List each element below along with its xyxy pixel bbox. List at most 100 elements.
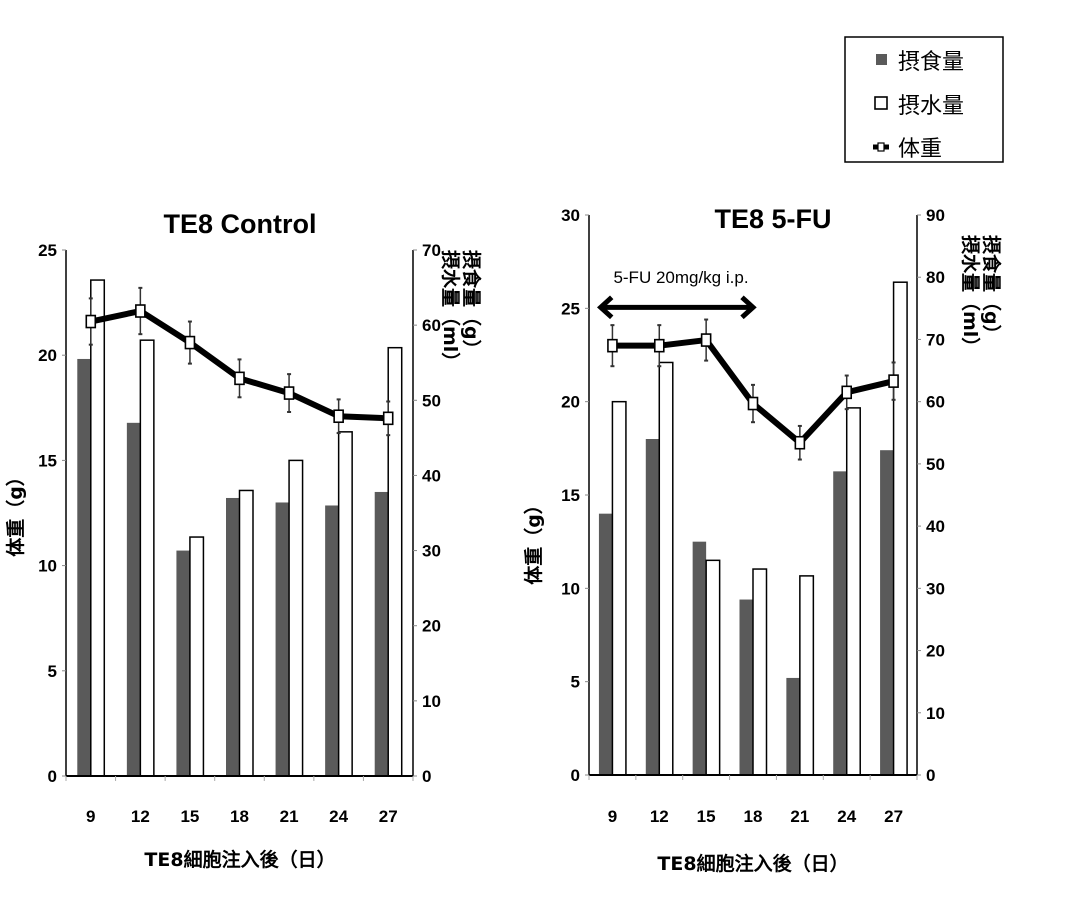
right-tick-label: 20 xyxy=(422,617,441,636)
right-axis-title: 摂食量（g） 摂水量（ml） xyxy=(959,235,1003,356)
left-tick-label: 15 xyxy=(561,486,580,505)
weight-marker-day-12 xyxy=(135,304,146,318)
chart-title: TE8 Control xyxy=(164,209,317,239)
right-tick-label: 0 xyxy=(926,766,935,785)
svg-text:摂食量（g）: 摂食量（g） xyxy=(980,235,1003,344)
bar-food-day-9 xyxy=(77,358,91,776)
x-tick-label-24: 24 xyxy=(837,807,856,826)
right-tick-label: 90 xyxy=(926,206,945,225)
right-tick-label: 50 xyxy=(422,391,441,410)
legend-water-swatch xyxy=(874,96,888,110)
right-tick-label: 40 xyxy=(926,517,945,536)
weight-marker-day-21 xyxy=(283,386,295,400)
chart-control: TE8 Control 体重（g） 摂食量（g） 摂水量（ml） TE8細胞注入… xyxy=(4,209,483,871)
svg-text:摂食量（g）: 摂食量（g） xyxy=(460,250,483,359)
svg-text:摂水量（ml）: 摂水量（ml） xyxy=(439,250,462,371)
legend-food-label: 摂食量 xyxy=(898,50,964,75)
legend-box xyxy=(844,36,1004,163)
right-tick-label: 80 xyxy=(926,268,945,287)
weight-marker-day-12 xyxy=(653,338,665,353)
x-axis-title: TE8細胞注入後（日） xyxy=(144,848,335,871)
right-tick-label: 50 xyxy=(926,455,945,474)
right-tick-label: 60 xyxy=(926,393,945,412)
bar-food-day-12 xyxy=(645,439,660,775)
bar-water-day-15 xyxy=(189,536,205,777)
chart-5fu: TE8 5-FU 体重（g） 摂食量（g） 摂水量（ml） TE8細胞注入後（日… xyxy=(522,204,1003,875)
x-tick-label-27: 27 xyxy=(884,807,903,826)
right-tick-label: 70 xyxy=(422,241,441,260)
weight-marker-day-9 xyxy=(85,314,97,329)
right-tick-label: 40 xyxy=(422,466,441,485)
right-tick-label: 0 xyxy=(422,767,431,786)
bar-water-day-27 xyxy=(892,281,908,776)
bar-food-day-27 xyxy=(880,450,894,775)
right-tick-label: 30 xyxy=(926,579,945,598)
legend-weight-swatch xyxy=(873,142,889,152)
legend-water-label: 摂水量 xyxy=(898,94,964,119)
left-tick-label: 5 xyxy=(48,662,57,681)
right-tick-label: 60 xyxy=(422,316,441,335)
x-tick-label-9: 9 xyxy=(608,807,617,826)
svg-text:体重（g）: 体重（g） xyxy=(522,495,545,585)
bar-food-day-15 xyxy=(176,550,190,776)
left-tick-label: 10 xyxy=(38,557,57,576)
bar-food-day-15 xyxy=(692,541,707,775)
bar-food-day-18 xyxy=(739,599,753,775)
left-tick-label: 0 xyxy=(571,766,580,785)
x-tick-label-15: 15 xyxy=(697,807,716,826)
right-tick-label: 10 xyxy=(422,692,441,711)
bar-food-day-21 xyxy=(275,502,290,776)
left-tick-label: 20 xyxy=(561,393,580,412)
treatment-annotation: 5-FU 20mg/kg i.p. xyxy=(613,268,748,287)
bar-food-day-27 xyxy=(374,491,389,776)
bar-water-day-24 xyxy=(845,407,861,776)
bar-water-day-12 xyxy=(658,361,674,776)
x-tick-label-15: 15 xyxy=(180,807,199,826)
weight-marker-day-18 xyxy=(234,371,245,386)
left-axis-title: 体重（g） xyxy=(522,495,545,585)
bar-water-day-9 xyxy=(611,400,627,776)
bar-water-day-12 xyxy=(139,339,155,777)
bar-water-day-21 xyxy=(799,575,815,776)
left-tick-label: 5 xyxy=(571,673,580,692)
left-tick-label: 20 xyxy=(38,346,57,365)
x-tick-label-27: 27 xyxy=(379,807,398,826)
chart-title: TE8 5-FU xyxy=(714,204,831,234)
x-tick-label-18: 18 xyxy=(744,807,763,826)
left-tick-label: 10 xyxy=(561,579,580,598)
legend-food-swatch xyxy=(876,54,887,65)
bar-food-day-24 xyxy=(833,471,847,775)
weight-marker-day-27 xyxy=(888,374,899,388)
treatment-arrow-head-right xyxy=(740,295,757,320)
weight-marker-day-15 xyxy=(184,335,196,350)
bar-food-day-9 xyxy=(598,513,613,775)
bar-water-day-18 xyxy=(238,489,254,777)
right-tick-label: 30 xyxy=(422,542,441,561)
x-tick-label-9: 9 xyxy=(86,807,95,826)
left-tick-label: 25 xyxy=(561,299,580,318)
weight-marker-day-21 xyxy=(794,435,806,450)
weight-marker-day-18 xyxy=(747,396,759,411)
bar-food-day-12 xyxy=(126,422,141,776)
left-tick-label: 15 xyxy=(38,451,57,470)
x-tick-label-21: 21 xyxy=(280,807,299,826)
right-tick-label: 20 xyxy=(926,642,945,661)
x-tick-label-24: 24 xyxy=(329,807,348,826)
bar-water-day-21 xyxy=(288,459,304,777)
treatment-arrow-head-left xyxy=(596,295,614,320)
legend: 摂食量 摂水量 体重 xyxy=(844,36,1004,163)
bar-water-day-24 xyxy=(337,431,353,777)
left-tick-label: 25 xyxy=(38,241,57,260)
weight-marker-day-24 xyxy=(333,409,344,424)
weight-marker-day-15 xyxy=(700,333,712,347)
weight-marker-day-9 xyxy=(607,338,618,353)
left-axis-title: 体重（g） xyxy=(4,467,27,557)
right-axis-title: 摂食量（g） 摂水量（ml） xyxy=(439,250,483,371)
bar-food-day-18 xyxy=(226,497,240,776)
x-axis-title: TE8細胞注入後（日） xyxy=(657,852,848,875)
x-tick-label-21: 21 xyxy=(790,807,809,826)
x-tick-label-18: 18 xyxy=(230,807,249,826)
right-tick-label: 10 xyxy=(926,704,945,723)
x-tick-label-12: 12 xyxy=(650,807,669,826)
